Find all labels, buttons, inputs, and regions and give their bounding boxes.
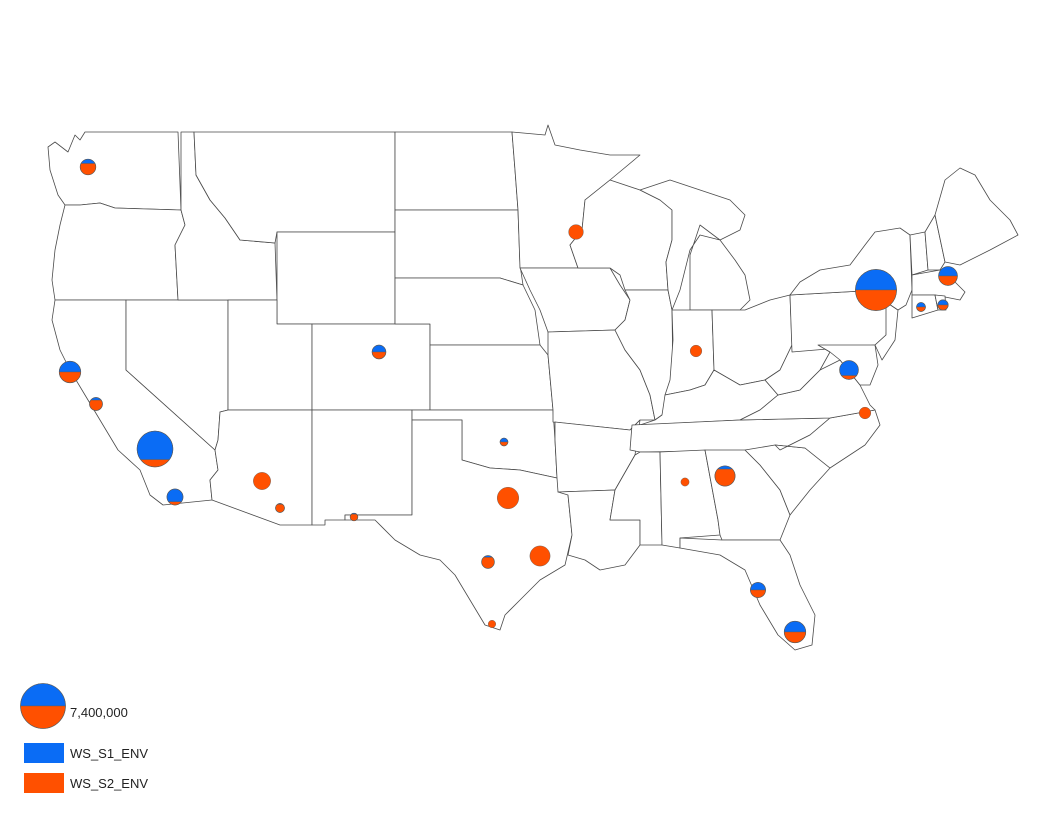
pie-mcallen-s2-slice (488, 620, 496, 628)
pie-el-paso (349, 512, 359, 522)
pie-austin (481, 555, 495, 569)
state-colorado (311, 323, 431, 411)
state-kansas (429, 344, 554, 411)
pie-washington-dc (839, 360, 859, 380)
pie-tucson-outline (275, 503, 285, 513)
pie-houston (529, 545, 551, 567)
pie-miami (783, 620, 807, 644)
legend-size-pie-s2-slice (20, 705, 66, 729)
legend-size-pie-outline (20, 683, 66, 729)
pie-minneapolis-s2-slice (568, 224, 584, 240)
legend: 7,400,000 WS_S1_ENV WS_S2_ENV (20, 683, 148, 793)
pie-new-york-outline (855, 269, 897, 311)
pie-tampa (750, 582, 766, 598)
pie-indianapolis-s2-slice (689, 344, 703, 358)
pie-providence-outline (937, 299, 949, 311)
pie-hartford-outline (916, 302, 926, 312)
state-florida (679, 537, 816, 651)
pie-miami-outline (783, 620, 807, 644)
state-north-dakota (394, 131, 519, 211)
pie-phoenix (253, 472, 271, 490)
pie-dallas (497, 487, 519, 509)
pie-tampa-outline (750, 582, 766, 598)
pie-atlanta (714, 465, 736, 487)
legend-label-ws_s2_env: WS_S2_ENV (70, 776, 148, 791)
pie-austin-outline (481, 555, 495, 569)
pie-birmingham (680, 477, 690, 487)
pie-washington-dc-outline (839, 360, 859, 380)
state-new-hampshire (924, 214, 946, 271)
pie-tucson (275, 503, 285, 513)
pie-denver-outline (371, 344, 387, 360)
pie-san-francisco (58, 360, 82, 384)
legend-swatch-ws_s1_env (24, 743, 64, 763)
legend-size-label: 7,400,000 (70, 705, 128, 720)
pie-boston-outline (938, 266, 958, 286)
pie-phoenix-s2-slice (253, 472, 271, 490)
pie-denver (371, 344, 387, 360)
legend-size-pie-s1-slice (20, 683, 66, 707)
pie-san-jose (89, 397, 103, 411)
state-arizona (209, 409, 313, 526)
pie-los-angeles (136, 430, 174, 468)
state-texas (344, 419, 573, 631)
pie-los-angeles-outline (136, 430, 174, 468)
state-wyoming (276, 231, 396, 325)
pie-dallas-s2-slice (497, 487, 519, 509)
state-washington (47, 131, 182, 211)
pie-seattle (79, 158, 97, 176)
state-new-mexico (311, 409, 413, 526)
state-south-dakota (394, 209, 524, 286)
state-north-carolina (774, 409, 881, 469)
pie-oklahoma-city-outline (499, 437, 509, 447)
pie-indianapolis (689, 344, 703, 358)
legend-label-ws_s1_env: WS_S1_ENV (70, 746, 148, 761)
pie-mcallen (488, 620, 496, 628)
pie-houston-s2-slice (529, 545, 551, 567)
pie-providence (937, 299, 949, 311)
pie-san-diego (166, 488, 184, 506)
pie-norfolk (858, 406, 872, 420)
pie-minneapolis (568, 224, 584, 240)
pie-san-jose-outline (89, 397, 103, 411)
pie-birmingham-s2-slice (680, 477, 690, 487)
state-boundaries (47, 124, 1019, 651)
pie-hartford (916, 302, 926, 312)
pie-seattle-outline (79, 158, 97, 176)
pie-el-paso-outline (349, 512, 359, 522)
pie-new-york (855, 269, 897, 311)
legend-size-pie (20, 683, 66, 729)
pie-oklahoma-city (499, 437, 509, 447)
state-oregon (51, 202, 186, 301)
legend-swatch-ws_s2_env (24, 773, 64, 793)
pie-norfolk-s2-slice (858, 406, 872, 420)
pie-san-francisco-outline (58, 360, 82, 384)
pie-boston (938, 266, 958, 286)
pie-symbols (58, 158, 958, 644)
state-maine (934, 167, 1019, 266)
pie-san-diego-outline (166, 488, 184, 506)
pie-atlanta-outline (714, 465, 736, 487)
